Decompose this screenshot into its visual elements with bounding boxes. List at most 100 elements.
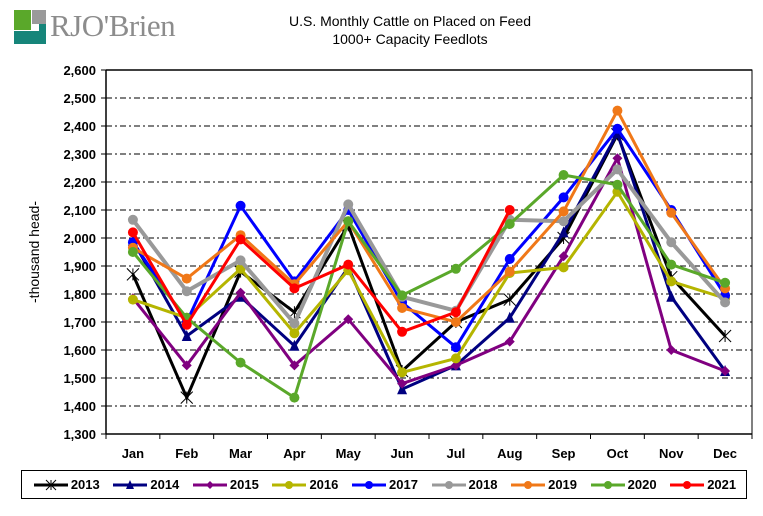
legend: 2013 2014 2015 2016 2017 2018 2019 2020 2021 — [21, 470, 747, 499]
data-point-circle — [450, 342, 461, 353]
data-point-circle — [612, 105, 623, 116]
legend-item-2015: 2015 — [191, 477, 259, 492]
y-tick-label: 2,000 — [63, 231, 96, 246]
x-tick-label: Jul — [447, 446, 466, 461]
data-point-circle — [365, 480, 373, 489]
line-chart: 1,300 1,400 1,500 1,600 1,700 1,800 1,900 2,000… — [26, 63, 753, 461]
data-point-circle — [343, 259, 354, 270]
data-point-diamond — [289, 360, 300, 371]
data-point-circle — [603, 480, 612, 489]
data-point-circle — [558, 262, 569, 273]
data-point-circle — [181, 319, 192, 330]
data-point-circle — [235, 255, 246, 266]
data-point-circle — [397, 303, 408, 313]
chart-subtitle: 1000+ Capacity Feedlots — [332, 31, 488, 47]
rjobrien-logo: RJO'Brien — [14, 8, 184, 50]
data-point-diamond — [235, 287, 246, 298]
data-point-circle — [127, 227, 138, 238]
data-point-triangle — [666, 290, 677, 302]
legend-swatch-circle-icon — [431, 480, 466, 489]
data-point-circle — [289, 283, 300, 294]
legend-label: 2020 — [627, 477, 657, 492]
data-point-circle — [720, 277, 731, 288]
data-point-circle — [397, 367, 408, 378]
data-point-star — [45, 479, 57, 490]
data-point-star — [180, 391, 194, 404]
x-tick-label: Sep — [552, 446, 576, 461]
data-point-triangle — [504, 311, 515, 323]
y-tick-label: 2,100 — [63, 203, 96, 218]
legend-swatch-diamond-icon — [192, 480, 227, 489]
data-point-circle — [181, 286, 192, 297]
data-point-diamond — [205, 480, 214, 489]
legend-swatch-circle-icon — [670, 480, 705, 489]
legend-label: 2014 — [150, 477, 180, 492]
data-point-circle — [450, 307, 461, 318]
data-point-diamond — [450, 360, 461, 371]
series-line-2019 — [132, 107, 727, 324]
series-line-2017 — [131, 126, 727, 350]
data-point-circle — [289, 328, 300, 339]
legend-item-2020: 2020 — [589, 477, 657, 492]
y-axis-label: -thousand head- — [26, 201, 42, 303]
y-tick-label: 1,500 — [63, 371, 96, 386]
data-point-triangle — [397, 383, 408, 395]
series-line-2020 — [131, 173, 726, 400]
data-point-circle — [558, 192, 569, 203]
data-point-circle — [289, 318, 300, 329]
legend-label: 2017 — [389, 477, 418, 492]
chart-title: U.S. Monthly Cattle on Placed on Feed — [288, 13, 532, 29]
x-tick-label: Feb — [175, 446, 198, 461]
data-point-circle — [504, 205, 515, 215]
data-point-diamond — [666, 345, 677, 355]
y-tick-label: 2,400 — [63, 119, 96, 134]
data-point-triangle — [126, 479, 135, 489]
data-point-circle — [444, 480, 453, 489]
data-point-circle — [235, 234, 246, 245]
y-tick-labels: 1,300 1,400 1,500 1,600 1,700 1,800 1,900 2,000… — [63, 63, 96, 442]
legend-item-2021: 2021 — [668, 477, 736, 492]
legend-swatch-circle-icon — [272, 480, 307, 489]
x-tick-label: Apr — [283, 446, 305, 461]
legend-swatch-circle-icon — [511, 480, 546, 489]
x-tick-label: Aug — [497, 446, 522, 461]
x-tick-labels: Jan Feb Mar Apr May Jun Jul Aug Sep Oct Nov Dec — [122, 446, 737, 461]
data-point-circle — [558, 170, 569, 180]
legend-item-2016: 2016 — [270, 477, 338, 492]
data-point-diamond — [720, 366, 731, 376]
series-2018 — [127, 164, 731, 329]
legend-label: 2018 — [468, 477, 498, 492]
data-point-triangle — [558, 226, 569, 238]
x-tick-label: Dec — [713, 446, 737, 461]
data-point-triangle — [289, 339, 300, 351]
data-point-circle — [558, 216, 569, 227]
y-tick-label: 1,800 — [63, 287, 96, 302]
data-point-circle — [450, 317, 461, 327]
data-point-diamond — [397, 378, 408, 389]
data-point-circle — [450, 353, 461, 364]
series-line-2018 — [131, 166, 727, 328]
data-point-circle — [524, 480, 533, 489]
data-point-circle — [127, 247, 138, 257]
y-tick-label: 2,300 — [63, 147, 96, 162]
data-point-circle — [666, 259, 677, 270]
data-point-circle — [127, 294, 138, 305]
data-point-circle — [666, 207, 677, 218]
data-point-circle — [235, 200, 246, 211]
data-point-circle — [343, 216, 354, 227]
y-tick-label: 1,400 — [63, 399, 96, 414]
legend-label: 2019 — [548, 477, 578, 492]
x-tick-label: Oct — [607, 446, 629, 461]
data-point-circle — [181, 273, 192, 284]
y-tick-label: 1,600 — [63, 343, 96, 358]
y-tick-label: 1,900 — [63, 259, 96, 274]
data-point-circle — [397, 290, 408, 301]
legend-swatch-star-icon — [33, 479, 68, 490]
logo-mark-green — [14, 10, 31, 30]
data-point-circle — [235, 357, 246, 368]
x-tick-label: Jun — [391, 446, 414, 461]
data-point-circle — [720, 297, 731, 308]
series-2021 — [127, 205, 515, 337]
data-point-circle — [289, 392, 300, 403]
data-point-diamond — [612, 153, 623, 164]
